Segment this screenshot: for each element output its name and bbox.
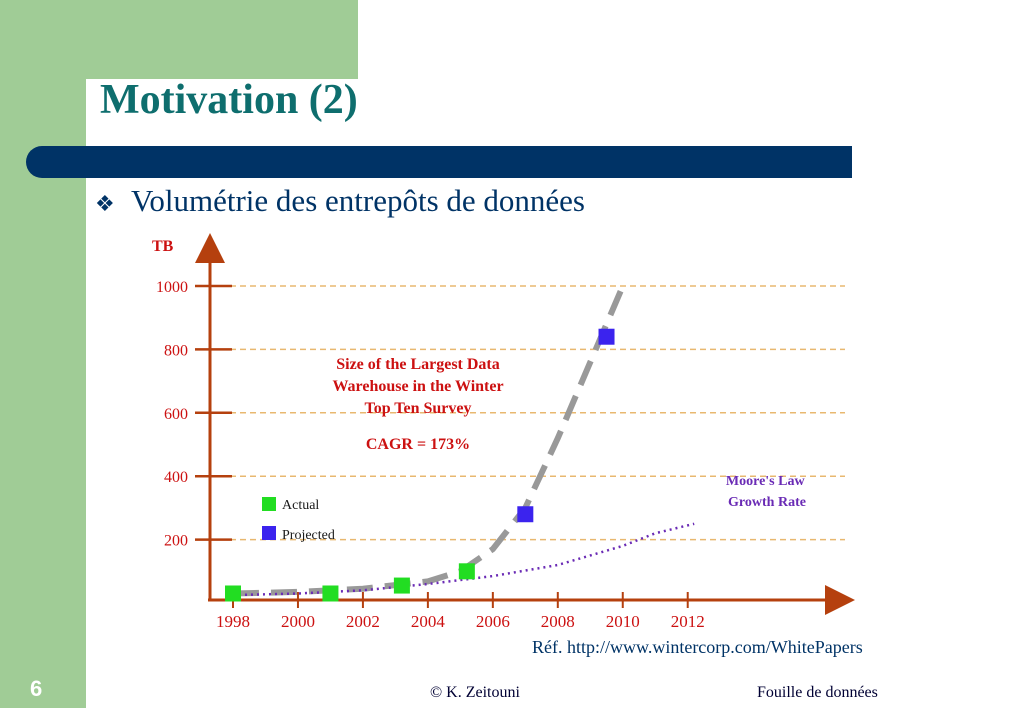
bullet-text: Volumétrie des entrepôts de données <box>131 183 585 218</box>
reference-link[interactable]: Réf. http://www.wintercorp.com/WhitePape… <box>532 637 863 657</box>
x-tick-label-2000: 2000 <box>281 612 315 631</box>
footer-course: Fouille de données <box>757 684 878 701</box>
moore-law-line-2: Growth Rate <box>728 495 806 510</box>
x-tick-label-2012: 2012 <box>671 612 705 631</box>
actual-point-3 <box>458 563 475 580</box>
diamond-bullet-icon: ❖ <box>95 191 115 216</box>
x-tick-label-2010: 2010 <box>606 612 640 631</box>
x-tick-label-2002: 2002 <box>346 612 380 631</box>
x-tick-label-2004: 2004 <box>411 612 446 631</box>
annotation-line-1: Size of the Largest Data <box>336 356 500 373</box>
y-tick-label-800: 800 <box>164 342 188 359</box>
y-tick-label-600: 600 <box>164 406 188 423</box>
y-tick-label-400: 400 <box>164 469 188 486</box>
legend-label-actual: Actual <box>282 498 319 513</box>
tick-labels: 200 400 600 800 1000 1998 2000 2002 2004 2006 2008… <box>156 279 705 631</box>
data-warehouse-size-chart: 200 400 600 800 1000 1998 2000 2002 2004 2006 2008… <box>152 233 855 631</box>
axes <box>195 233 855 615</box>
y-tick-label-1000: 1000 <box>156 279 188 296</box>
chart-annotation: Size of the Largest Data Warehouse in th… <box>332 356 503 453</box>
projected-point-0 <box>517 506 534 523</box>
moore-law-line-1: Moore's Law <box>726 474 806 489</box>
projected-point-1 <box>598 328 615 345</box>
y-tick-label-200: 200 <box>164 533 188 550</box>
data-points <box>225 328 615 602</box>
page-number: 6 <box>30 676 43 701</box>
actual-point-1 <box>322 585 339 602</box>
actual-point-2 <box>393 577 410 594</box>
x-tick-label-1998: 1998 <box>216 612 250 631</box>
footer-author: © K. Zeitouni <box>430 684 520 701</box>
annotation-line-2: Warehouse in the Winter <box>332 378 503 395</box>
annotation-cagr: CAGR = 173% <box>366 436 470 453</box>
actual-point-0 <box>225 585 241 602</box>
x-tick-label-2008: 2008 <box>541 612 575 631</box>
legend-swatch-actual <box>262 497 276 511</box>
title-underline-band <box>26 146 852 178</box>
grid-lines <box>210 285 845 541</box>
y-axis-label: TB <box>152 238 174 255</box>
legend-label-projected: Projected <box>282 528 335 543</box>
slide-title: Motivation (2) <box>100 77 358 123</box>
legend-swatch-projected <box>262 526 276 540</box>
moore-law-label-text: Moore's Law Growth Rate <box>726 474 808 510</box>
x-tick-label-2006: 2006 <box>476 612 510 631</box>
moore-law-label: Moore's Law Growth Rate <box>726 474 808 510</box>
sidebar-left-bar <box>0 0 86 708</box>
annotation-line-3: Top Ten Survey <box>364 400 471 417</box>
legend: Actual Projected <box>262 497 335 543</box>
